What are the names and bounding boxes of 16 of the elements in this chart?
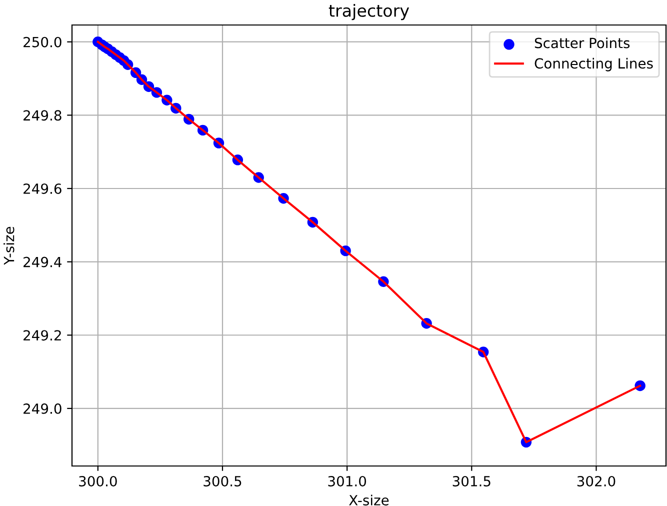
chart-title: trajectory xyxy=(328,4,410,20)
x-tick-label: 302.0 xyxy=(577,476,616,486)
y-tick-label: 249.2 xyxy=(24,330,61,341)
y-tick-label: 249.8 xyxy=(24,110,62,121)
y-tick-label: 250.0 xyxy=(24,36,62,48)
y-axis-title: Y-size xyxy=(4,226,14,265)
x-tick-label: 301.0 xyxy=(328,476,366,486)
x-tick-label: 300.5 xyxy=(204,476,242,486)
y-tick-label: 249.4 xyxy=(24,256,62,268)
y-tick-label: 249.0 xyxy=(24,403,62,414)
legend-label: Connecting Lines xyxy=(534,58,653,72)
y-tick-label: 249.6 xyxy=(24,183,62,194)
x-tick-label: 301.5 xyxy=(452,476,490,486)
x-tick-label: 300.0 xyxy=(79,476,117,486)
legend-label: Scatter Points xyxy=(534,38,630,48)
x-axis-title: X-size xyxy=(349,494,389,506)
